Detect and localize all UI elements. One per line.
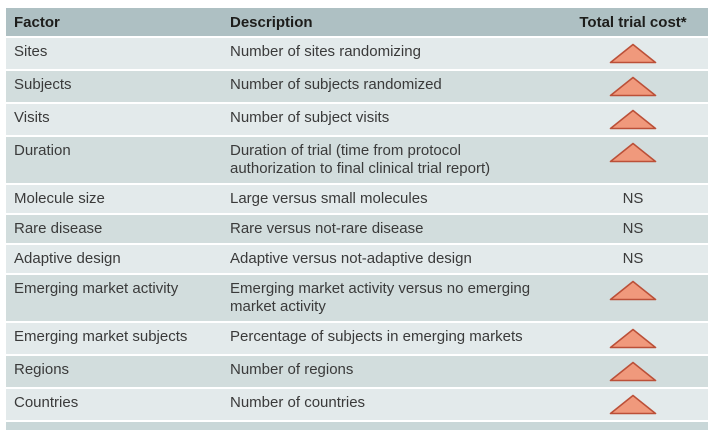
factor-cell: Molecule size (14, 190, 105, 207)
table-row: Sites Number of sites randomizing (6, 38, 708, 71)
increase-triangle-icon (609, 43, 657, 64)
increase-triangle-icon (609, 394, 657, 415)
factor-cell: Duration (14, 142, 71, 159)
factor-cell: Regions (14, 361, 70, 378)
table-row: Emerging market subjects Percentage of s… (6, 323, 708, 356)
increase-triangle-icon (609, 280, 657, 301)
increase-triangle-icon (609, 328, 657, 349)
factor-cell: Emerging market subjects (14, 328, 188, 345)
ns-label: NS (622, 250, 644, 267)
table-header-row: Factor Description Total trial cost* (6, 8, 708, 38)
description-cell: Number of subject visits (230, 109, 390, 126)
cost-cell: NS (558, 250, 708, 268)
table-bottom-bar (6, 422, 708, 430)
factor-cell: Countries (14, 394, 79, 411)
cost-cell (558, 361, 708, 382)
description-cell: Large versus small molecules (230, 190, 428, 207)
trial-cost-factors-table: Factor Description Total trial cost* Sit… (6, 8, 708, 430)
cost-cell (558, 394, 708, 415)
ns-label: NS (622, 190, 644, 207)
description-cell: Number of subjects randomized (230, 76, 442, 93)
factor-cell: Subjects (14, 76, 72, 93)
description-cell: Rare versus not-rare disease (230, 220, 424, 237)
header-total-trial-cost: Total trial cost* (579, 13, 687, 31)
increase-triangle-icon (609, 142, 657, 163)
table-row: Subjects Number of subjects randomized (6, 71, 708, 104)
table-row: Adaptive design Adaptive versus not-adap… (6, 245, 708, 275)
table-row: Regions Number of regions (6, 356, 708, 389)
cost-cell (558, 76, 708, 97)
table-row: Countries Number of countries (6, 389, 708, 422)
cost-cell (558, 109, 708, 130)
cost-cell: NS (558, 190, 708, 208)
cost-cell (558, 142, 708, 163)
increase-triangle-icon (609, 76, 657, 97)
description-cell: Number of countries (230, 394, 366, 411)
description-cell: Emerging market activity versus no emerg… (230, 280, 531, 315)
factor-cell: Visits (14, 109, 50, 126)
cost-cell: NS (558, 220, 708, 238)
increase-triangle-icon (609, 361, 657, 382)
description-cell: Adaptive versus not-adaptive design (230, 250, 472, 267)
table-row: Emerging market activity Emerging market… (6, 275, 708, 323)
description-cell: Number of sites randomizing (230, 43, 421, 60)
table-row: Duration Duration of trial (time from pr… (6, 137, 708, 185)
cost-cell (558, 43, 708, 64)
factor-cell: Emerging market activity (14, 280, 179, 297)
ns-label: NS (622, 220, 644, 237)
table-row: Molecule size Large versus small molecul… (6, 185, 708, 215)
description-cell: Duration of trial (time from protocol au… (230, 142, 491, 177)
header-factor: Factor (14, 13, 60, 31)
cost-cell (558, 280, 708, 301)
header-description: Description (230, 13, 313, 31)
factor-cell: Sites (14, 43, 48, 60)
increase-triangle-icon (609, 109, 657, 130)
description-cell: Number of regions (230, 361, 354, 378)
factor-cell: Adaptive design (14, 250, 121, 267)
description-cell: Percentage of subjects in emerging marke… (230, 328, 523, 345)
cost-cell (558, 328, 708, 349)
factor-cell: Rare disease (14, 220, 103, 237)
table-row: Visits Number of subject visits (6, 104, 708, 137)
table-row: Rare disease Rare versus not-rare diseas… (6, 215, 708, 245)
table-body: Sites Number of sites randomizing Subjec… (6, 38, 708, 422)
